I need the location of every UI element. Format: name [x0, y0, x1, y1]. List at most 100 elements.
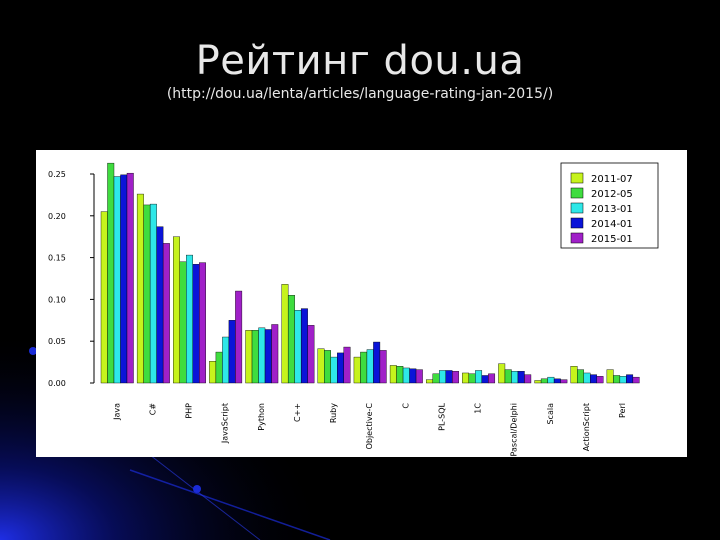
bar-scala-2011-07 — [534, 380, 542, 384]
y-tick-label: 0.20 — [48, 212, 66, 221]
bar-pascal-delphi-2015-01 — [524, 374, 532, 384]
bar-javascript-2015-01 — [235, 290, 243, 384]
bar-pl-sql-2011-07 — [426, 379, 433, 384]
bar-c--2015-01 — [307, 325, 315, 384]
bar-1c-2011-07 — [462, 372, 470, 384]
bar-java-2013-01 — [113, 176, 121, 384]
bar-c--2014-01 — [156, 226, 164, 384]
bar-python-2011-07 — [245, 330, 253, 384]
slide-subtitle: (http://dou.ua/lenta/articles/language-r… — [166, 86, 554, 102]
decor-line — [129, 469, 331, 540]
bar-c--2013-01 — [294, 310, 302, 384]
x-category-label: C# — [148, 403, 157, 416]
bar-perl-2013-01 — [619, 376, 627, 384]
bar-c--2012-05 — [143, 204, 151, 384]
bar-pascal-delphi-2013-01 — [511, 371, 519, 384]
bar-1c-2013-01 — [475, 370, 483, 384]
bar-javascript-2013-01 — [222, 336, 230, 384]
x-category-label: PL-SQL — [437, 402, 446, 430]
bar-php-2012-05 — [179, 261, 187, 384]
x-category-label: 1C — [474, 403, 483, 414]
legend-label: 2012-05 — [591, 189, 633, 200]
bar-pascal-delphi-2014-01 — [517, 371, 525, 384]
bar-chart: 0.00 0.05 0.10 0.15 0.20 0.25 Java C# PHP JavaScr… — [48, 162, 659, 456]
legend-label: 2011-07 — [591, 174, 633, 185]
legend-swatch — [570, 202, 584, 214]
bar-c-2012-05 — [396, 366, 404, 384]
bar-ruby-2014-01 — [337, 352, 344, 384]
bar-pl-sql-2013-01 — [439, 370, 446, 384]
bar-objective-c-2014-01 — [373, 341, 381, 384]
x-category-label: PHP — [185, 403, 194, 419]
bar-objective-c-2013-01 — [366, 349, 374, 384]
bar-objective-c-2012-05 — [360, 351, 368, 384]
bar-ruby-2011-07 — [317, 348, 325, 384]
bar-python-2015-01 — [271, 324, 279, 384]
x-category-label: Python — [257, 403, 266, 431]
legend-label: 2014-01 — [591, 219, 633, 230]
bar-c-2014-01 — [409, 368, 417, 384]
bar-perl-2015-01 — [632, 376, 640, 384]
bar-javascript-2014-01 — [228, 320, 236, 384]
bar-java-2014-01 — [120, 174, 128, 384]
y-tick-label: 0.15 — [48, 254, 66, 263]
x-category-label: JavaScript — [221, 403, 230, 444]
bar-c--2011-07 — [136, 193, 144, 384]
bar-pascal-delphi-2012-05 — [504, 369, 512, 384]
bar-perl-2011-07 — [606, 369, 614, 384]
y-tick-label: 0.25 — [48, 170, 66, 179]
bar-ruby-2015-01 — [343, 346, 351, 384]
bar-actionscript-2012-05 — [577, 369, 584, 384]
y-tick-label: 0.10 — [48, 295, 66, 304]
decor-dot — [193, 485, 201, 493]
slide-title: Рейтинг dou.ua — [195, 38, 525, 84]
x-category-label: ActionScript — [582, 403, 591, 451]
bar-java-2015-01 — [126, 172, 134, 384]
x-category-label: C++ — [293, 403, 302, 422]
y-tick-label: 0.00 — [48, 379, 66, 388]
bar-c--2014-01 — [300, 308, 308, 384]
bar-perl-2014-01 — [626, 374, 634, 384]
legend-label: 2015-01 — [591, 234, 633, 245]
bar-ruby-2013-01 — [330, 356, 338, 384]
x-category-label: C — [401, 403, 410, 409]
bar-c-2011-07 — [389, 365, 397, 384]
x-category-label: Ruby — [329, 403, 338, 423]
decor-line — [149, 454, 261, 540]
bar-1c-2014-01 — [481, 375, 489, 384]
bar-1c-2015-01 — [488, 373, 496, 384]
bar-php-2013-01 — [186, 254, 193, 384]
legend-swatch — [570, 187, 584, 199]
bar-python-2012-05 — [251, 330, 259, 384]
legend-swatch — [570, 172, 584, 184]
bar-php-2015-01 — [199, 262, 206, 384]
bar-objective-c-2011-07 — [353, 356, 361, 384]
bar-c--2013-01 — [149, 203, 157, 384]
bar-python-2013-01 — [258, 327, 266, 384]
bar-php-2014-01 — [192, 264, 200, 384]
bar-scala-2014-01 — [553, 378, 561, 384]
bar-pl-sql-2014-01 — [445, 370, 453, 384]
bar-actionscript-2015-01 — [596, 376, 604, 384]
y-tick-label: 0.05 — [48, 337, 66, 346]
bar-scala-2015-01 — [560, 379, 568, 384]
legend-label: 2013-01 — [591, 204, 633, 215]
bar-ruby-2012-05 — [324, 350, 331, 384]
legend-swatch — [570, 217, 584, 229]
bar-c-2013-01 — [402, 367, 410, 384]
x-category-label: Pascal/Delphi — [510, 403, 519, 456]
chart-panel: 0.00 0.05 0.10 0.15 0.20 0.25 Java C# PHP JavaScr… — [36, 150, 687, 457]
bar-java-2011-07 — [100, 211, 108, 384]
bar-pl-sql-2012-05 — [432, 373, 440, 384]
bar-javascript-2011-07 — [209, 361, 217, 384]
bar-1c-2012-05 — [468, 373, 476, 384]
bar-php-2011-07 — [173, 236, 180, 384]
bar-perl-2012-05 — [613, 375, 621, 384]
bar-c--2012-05 — [287, 295, 295, 384]
x-category-label: Objective-C — [365, 403, 374, 450]
bar-scala-2013-01 — [547, 376, 555, 384]
bar-scala-2012-05 — [540, 378, 548, 384]
bar-c-2015-01 — [415, 369, 423, 384]
x-category-label: Java — [112, 403, 121, 421]
bar-c--2015-01 — [162, 243, 170, 384]
